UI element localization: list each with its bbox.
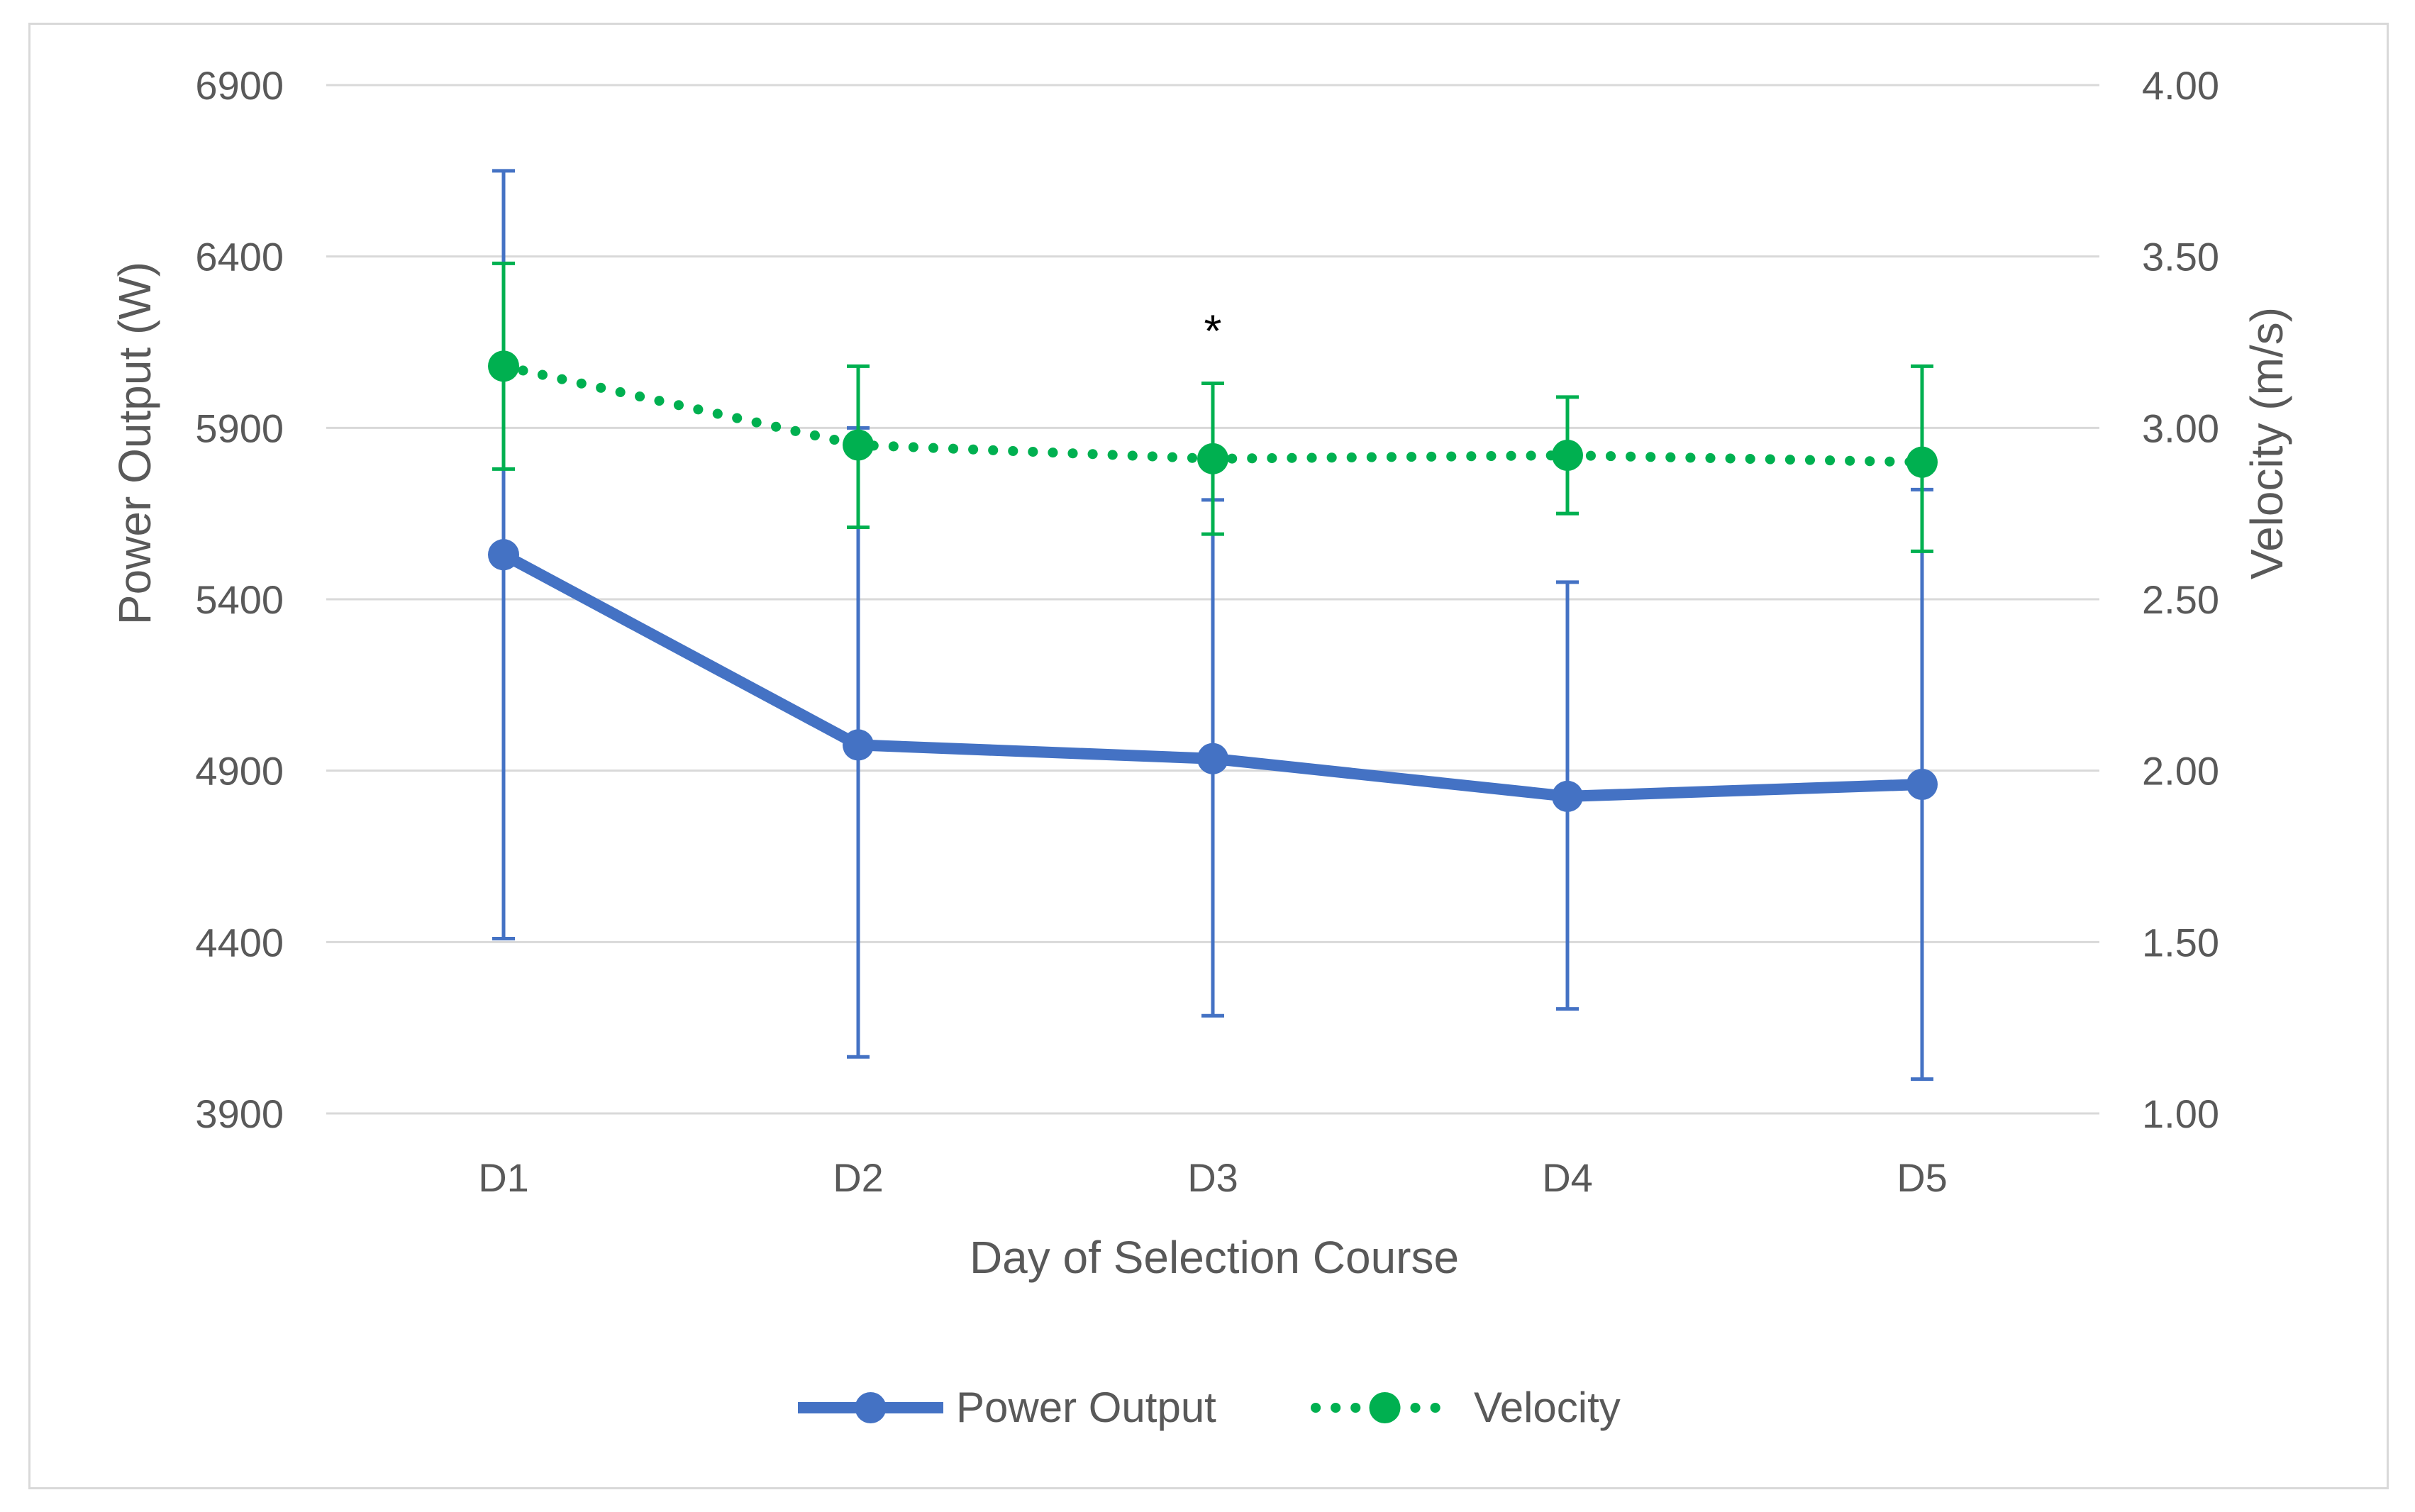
data-point-velocity xyxy=(488,350,519,382)
x-tick-label: D2 xyxy=(833,1155,884,1200)
left-tick-label: 5900 xyxy=(195,406,284,450)
right-tick-label: 4.00 xyxy=(2142,63,2219,108)
data-point-velocity xyxy=(1197,443,1228,474)
right-tick-label: 1.50 xyxy=(2142,920,2219,965)
left-tick-label: 3900 xyxy=(195,1091,284,1136)
right-tick-label: 2.50 xyxy=(2142,577,2219,622)
legend-marker xyxy=(855,1392,887,1423)
right-tick-label: 2.00 xyxy=(2142,749,2219,794)
data-point-power-output xyxy=(1906,769,1938,800)
left-tick-label: 4400 xyxy=(195,920,284,965)
x-tick-label: D4 xyxy=(1542,1155,1593,1200)
data-point-velocity xyxy=(1552,440,1583,471)
legend-label: Velocity xyxy=(1474,1384,1621,1431)
data-point-velocity xyxy=(1906,446,1938,478)
x-tick-label: D5 xyxy=(1897,1155,1948,1200)
legend-label: Power Output xyxy=(956,1384,1216,1431)
tick-labels: 3900 4400 4900 5400 5900 6400 6900 1.00 1.50 2.00… xyxy=(195,63,2219,1200)
right-axis-title: Velocity (m/s) xyxy=(2241,307,2292,579)
left-axis-title: Power Output (W) xyxy=(109,262,160,625)
data-point-power-output xyxy=(1197,743,1228,774)
right-tick-label: 3.00 xyxy=(2142,406,2219,450)
data-point-velocity xyxy=(843,429,874,461)
right-tick-label: 3.50 xyxy=(2142,235,2219,279)
legend: Power Output Velocity xyxy=(798,1384,1621,1431)
significance-asterisk: * xyxy=(1204,305,1222,356)
series-lines xyxy=(488,350,1938,812)
data-point-power-output xyxy=(1552,780,1583,812)
data-point-power-output xyxy=(488,539,519,571)
left-tick-label: 4900 xyxy=(195,749,284,794)
right-tick-label: 1.00 xyxy=(2142,1091,2219,1136)
annotations: * xyxy=(1204,305,1222,356)
x-axis-title: Day of Selection Course xyxy=(970,1232,1459,1283)
x-tick-label: D3 xyxy=(1187,1155,1238,1200)
data-point-power-output xyxy=(843,729,874,761)
left-tick-label: 6900 xyxy=(195,63,284,108)
x-tick-label: D1 xyxy=(478,1155,529,1200)
legend-marker xyxy=(1369,1392,1401,1423)
left-tick-label: 5400 xyxy=(195,577,284,622)
left-tick-label: 6400 xyxy=(195,235,284,279)
